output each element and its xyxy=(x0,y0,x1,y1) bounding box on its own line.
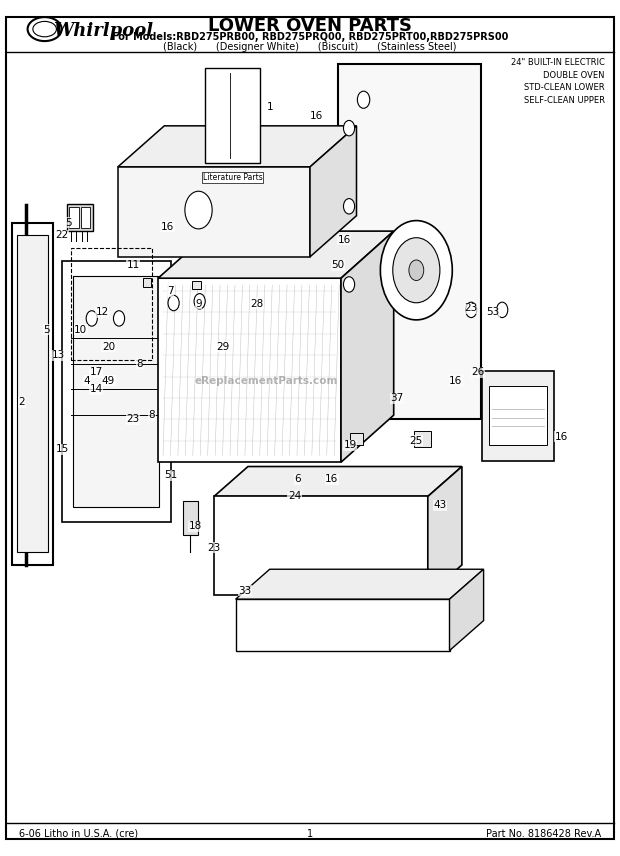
Polygon shape xyxy=(450,569,484,651)
Text: 33: 33 xyxy=(238,586,252,596)
Bar xyxy=(414,431,431,447)
Text: 16: 16 xyxy=(554,431,568,442)
Text: 26: 26 xyxy=(471,367,484,377)
Text: 6: 6 xyxy=(294,474,301,484)
Text: 49: 49 xyxy=(102,376,115,386)
Text: 16: 16 xyxy=(309,110,323,121)
Ellipse shape xyxy=(33,21,56,37)
Text: 53: 53 xyxy=(486,307,500,318)
Text: 17: 17 xyxy=(89,367,103,377)
Text: 2: 2 xyxy=(19,397,25,407)
Bar xyxy=(12,223,53,565)
Text: eReplacementParts.com: eReplacementParts.com xyxy=(195,376,339,386)
Text: 22: 22 xyxy=(55,230,69,241)
Text: 9: 9 xyxy=(195,299,202,309)
Polygon shape xyxy=(341,231,394,462)
Polygon shape xyxy=(214,467,462,496)
Circle shape xyxy=(194,294,205,309)
Polygon shape xyxy=(236,569,484,599)
Bar xyxy=(17,235,48,552)
Text: 16: 16 xyxy=(337,235,351,245)
Bar xyxy=(71,248,152,360)
Text: 16: 16 xyxy=(325,474,339,484)
Text: 7: 7 xyxy=(167,286,174,296)
Bar xyxy=(118,167,310,257)
Text: 24" BUILT-IN ELECTRIC
DOUBLE OVEN
STD-CLEAN LOWER
SELF-CLEAN UPPER: 24" BUILT-IN ELECTRIC DOUBLE OVEN STD-CL… xyxy=(511,58,604,104)
Text: 23: 23 xyxy=(126,414,140,425)
Text: 29: 29 xyxy=(216,342,230,352)
Text: Part No. 8186428 Rev.A: Part No. 8186428 Rev.A xyxy=(486,829,601,839)
Circle shape xyxy=(393,238,440,303)
Bar xyxy=(482,371,554,461)
Circle shape xyxy=(343,199,355,214)
Circle shape xyxy=(86,311,97,326)
Text: 16: 16 xyxy=(449,376,463,386)
Text: 14: 14 xyxy=(89,384,103,395)
Bar xyxy=(350,433,363,445)
Polygon shape xyxy=(158,231,394,278)
Text: Literature Parts: Literature Parts xyxy=(203,173,262,182)
Text: 10: 10 xyxy=(74,324,87,335)
Polygon shape xyxy=(428,467,462,595)
Text: 5: 5 xyxy=(43,324,50,335)
Bar xyxy=(81,207,90,228)
Text: 1: 1 xyxy=(267,102,273,112)
Text: LOWER OVEN PARTS: LOWER OVEN PARTS xyxy=(208,17,412,35)
Bar xyxy=(183,501,198,535)
Text: 8: 8 xyxy=(136,359,143,369)
Text: 20: 20 xyxy=(102,342,115,352)
Text: For Models:RBD275PRB00, RBD275PRQ00, RBD275PRT00,RBD275PRS00: For Models:RBD275PRB00, RBD275PRQ00, RBD… xyxy=(112,32,508,42)
Text: Whirlpool: Whirlpool xyxy=(53,22,153,40)
Text: 1: 1 xyxy=(307,829,313,839)
Text: 13: 13 xyxy=(52,350,66,360)
Circle shape xyxy=(185,191,212,229)
Text: 19: 19 xyxy=(343,440,357,450)
Text: 18: 18 xyxy=(188,521,202,532)
Text: 23: 23 xyxy=(207,543,221,553)
Text: 43: 43 xyxy=(433,500,447,510)
Bar xyxy=(62,261,170,522)
Text: 51: 51 xyxy=(164,470,177,480)
Bar xyxy=(205,68,260,163)
Bar xyxy=(158,278,341,462)
Bar xyxy=(489,386,547,445)
Bar xyxy=(236,599,450,651)
Text: 11: 11 xyxy=(126,260,140,270)
Text: 12: 12 xyxy=(95,307,109,318)
Bar xyxy=(73,276,159,507)
Circle shape xyxy=(343,276,355,292)
Text: 24: 24 xyxy=(288,491,301,502)
Circle shape xyxy=(497,302,508,318)
Text: 23: 23 xyxy=(464,303,478,313)
Text: 4: 4 xyxy=(84,376,90,386)
Text: 16: 16 xyxy=(161,222,174,232)
Circle shape xyxy=(343,121,355,136)
Text: 8: 8 xyxy=(149,410,155,420)
Polygon shape xyxy=(310,126,356,257)
Ellipse shape xyxy=(27,17,61,41)
Text: 5: 5 xyxy=(65,217,71,228)
Text: 50: 50 xyxy=(331,260,345,270)
Text: 25: 25 xyxy=(409,436,422,446)
Bar xyxy=(338,64,480,419)
Circle shape xyxy=(466,302,477,318)
Text: 37: 37 xyxy=(390,393,404,403)
Circle shape xyxy=(381,221,453,320)
Circle shape xyxy=(409,260,424,281)
Text: 15: 15 xyxy=(55,444,69,455)
Circle shape xyxy=(357,92,370,109)
Text: 28: 28 xyxy=(250,299,264,309)
Bar xyxy=(69,207,79,228)
Circle shape xyxy=(113,311,125,326)
Bar xyxy=(192,281,201,289)
Text: 6-06 Litho in U.S.A. (cre): 6-06 Litho in U.S.A. (cre) xyxy=(19,829,138,839)
Bar xyxy=(214,496,428,595)
Bar xyxy=(67,204,93,231)
Bar xyxy=(143,278,151,287)
Polygon shape xyxy=(118,126,356,167)
Circle shape xyxy=(168,295,179,311)
Text: (Black)      (Designer White)      (Biscuit)      (Stainless Steel): (Black) (Designer White) (Biscuit) (Stai… xyxy=(163,42,457,52)
